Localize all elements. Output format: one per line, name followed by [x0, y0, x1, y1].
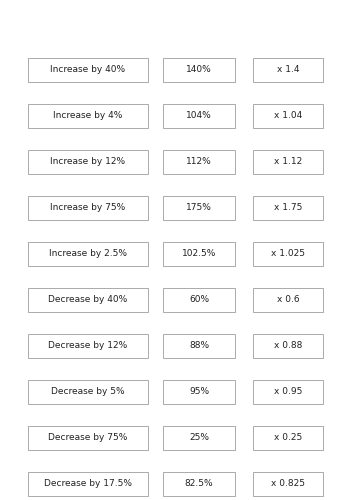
Bar — [253, 58, 323, 82]
Text: 82.5%: 82.5% — [185, 480, 213, 488]
Text: x 0.825: x 0.825 — [271, 480, 305, 488]
Bar — [28, 242, 148, 266]
Bar — [163, 104, 235, 128]
Bar — [253, 104, 323, 128]
Text: Decrease by 5%: Decrease by 5% — [51, 388, 125, 396]
Text: 60%: 60% — [189, 296, 209, 304]
Text: 102.5%: 102.5% — [182, 250, 216, 258]
Bar — [28, 472, 148, 496]
Text: x 0.95: x 0.95 — [274, 388, 302, 396]
Bar — [253, 242, 323, 266]
Bar — [163, 150, 235, 174]
Text: x 1.025: x 1.025 — [271, 250, 305, 258]
Bar — [253, 472, 323, 496]
Bar — [253, 334, 323, 358]
Text: x 0.88: x 0.88 — [274, 342, 302, 350]
Bar — [28, 196, 148, 220]
Bar — [163, 426, 235, 450]
Text: Increase by 4%: Increase by 4% — [53, 112, 123, 120]
Text: x 0.25: x 0.25 — [274, 434, 302, 442]
Bar — [28, 58, 148, 82]
Text: 104%: 104% — [186, 112, 212, 120]
Bar — [163, 242, 235, 266]
Text: 140%: 140% — [186, 66, 212, 74]
Bar — [163, 196, 235, 220]
Bar — [28, 150, 148, 174]
Bar — [253, 426, 323, 450]
Text: Increase by 75%: Increase by 75% — [50, 204, 126, 212]
Bar — [163, 472, 235, 496]
Bar — [253, 288, 323, 312]
Text: Increase by 2.5%: Increase by 2.5% — [49, 250, 127, 258]
Text: 175%: 175% — [186, 204, 212, 212]
Bar — [28, 288, 148, 312]
Bar — [163, 380, 235, 404]
Text: 112%: 112% — [186, 158, 212, 166]
Bar — [28, 334, 148, 358]
Text: Decrease by 75%: Decrease by 75% — [48, 434, 128, 442]
Text: x 1.75: x 1.75 — [274, 204, 302, 212]
Text: Decrease by 12%: Decrease by 12% — [48, 342, 128, 350]
Bar — [163, 334, 235, 358]
Text: Decrease by 40%: Decrease by 40% — [48, 296, 128, 304]
Text: x 0.6: x 0.6 — [277, 296, 299, 304]
Bar — [253, 380, 323, 404]
Text: x 1.4: x 1.4 — [277, 66, 299, 74]
Bar — [253, 150, 323, 174]
Text: 95%: 95% — [189, 388, 209, 396]
Text: Increase by 12%: Increase by 12% — [50, 158, 126, 166]
Text: 25%: 25% — [189, 434, 209, 442]
Text: Decrease by 17.5%: Decrease by 17.5% — [44, 480, 132, 488]
Bar — [253, 196, 323, 220]
Text: x 1.04: x 1.04 — [274, 112, 302, 120]
Bar — [163, 58, 235, 82]
Bar — [28, 426, 148, 450]
Text: 88%: 88% — [189, 342, 209, 350]
Bar — [28, 104, 148, 128]
Text: x 1.12: x 1.12 — [274, 158, 302, 166]
Bar — [28, 380, 148, 404]
Bar — [163, 288, 235, 312]
Text: Increase by 40%: Increase by 40% — [50, 66, 126, 74]
